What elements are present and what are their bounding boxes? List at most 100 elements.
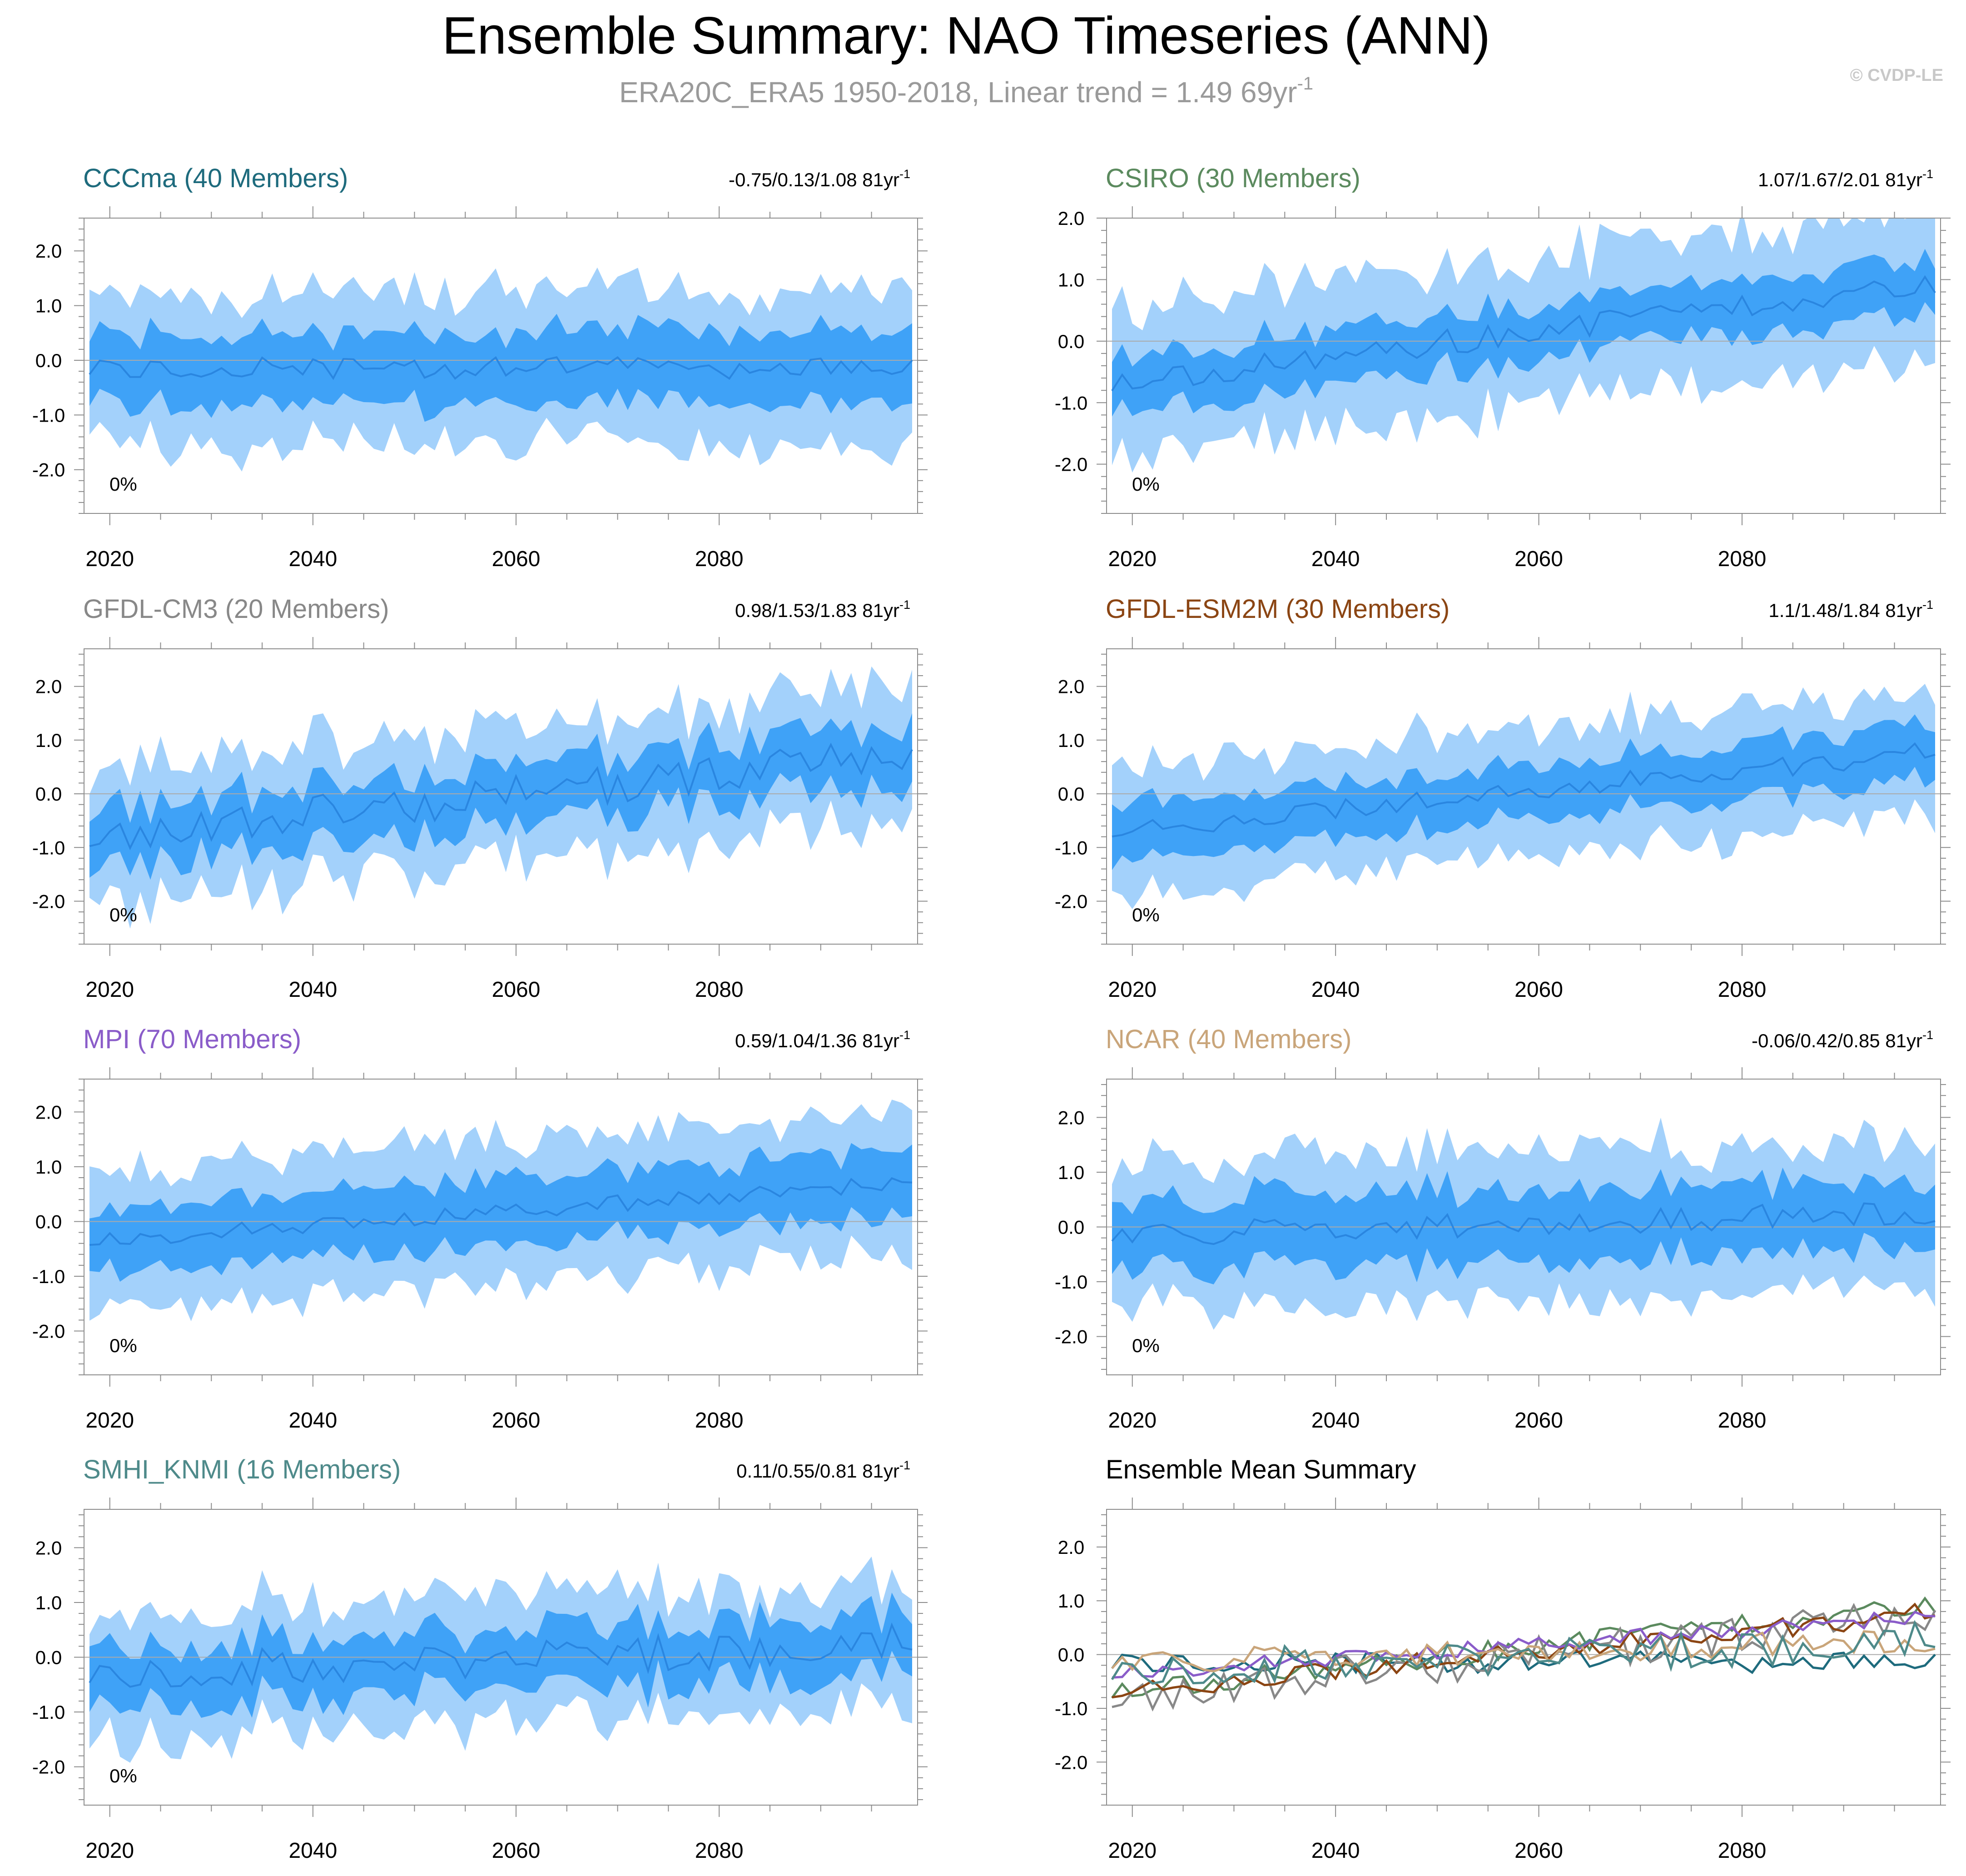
y-tick-label: 2.0 — [1058, 676, 1084, 697]
x-tick-label: 2080 — [695, 1839, 744, 1863]
panel-title: GFDL-ESM2M (30 Members) — [1106, 594, 1450, 624]
x-tick-label: 2080 — [1718, 1839, 1767, 1863]
inner-range-band — [1112, 714, 1935, 870]
ensemble-mean-line — [89, 1177, 913, 1246]
y-tick-label: 0.0 — [35, 783, 62, 805]
chart-panel: CSIRO (30 Members) 1.07/1.67/2.01 81yr-1 0… — [1055, 164, 1951, 571]
plot-area — [84, 666, 918, 929]
ensemble-mean-line — [1111, 275, 1936, 392]
percent-label: 0% — [109, 904, 137, 926]
x-tick-label: 2060 — [492, 978, 541, 1002]
y-tick-label: 0.0 — [1058, 783, 1084, 805]
y-tick-label: 0.0 — [35, 350, 62, 371]
x-tick-label: 2020 — [1108, 978, 1157, 1002]
percent-label: 0% — [109, 1765, 137, 1786]
y-tick-label: -2.0 — [32, 459, 65, 481]
x-tick-label: 2040 — [1311, 547, 1360, 571]
y-tick-label: 0.0 — [1058, 1644, 1084, 1666]
panel-title: CCCma (40 Members) — [83, 164, 348, 193]
x-tick-label: 2040 — [288, 1408, 337, 1433]
y-tick-label: 1.0 — [35, 1592, 62, 1613]
panel-stats: 0.59/1.04/1.36 81yr-1 — [735, 1028, 910, 1051]
panel-stats-value: 0.11/0.55/0.81 81yr — [736, 1460, 899, 1482]
y-tick-label: -2.0 — [32, 891, 65, 912]
x-tick-label: 2080 — [695, 978, 744, 1002]
x-tick-label: 2020 — [1108, 547, 1157, 571]
x-tick-label: 2080 — [1718, 978, 1767, 1002]
x-tick-label: 2020 — [85, 1839, 134, 1863]
percent-label: 0% — [1132, 904, 1160, 926]
panel-stats: 0.98/1.53/1.83 81yr-1 — [735, 598, 910, 621]
panel-stats-value: 1.1/1.48/1.84 81yr — [1768, 600, 1922, 621]
y-tick-label: -1.0 — [32, 837, 65, 858]
panel-stats: -0.06/0.42/0.85 81yr-1 — [1752, 1028, 1933, 1051]
y-tick-label: 1.0 — [1058, 1590, 1084, 1612]
panel-stats-value: 0.98/1.53/1.83 81yr — [735, 600, 899, 621]
x-tick-label: 2080 — [695, 1408, 744, 1433]
inner-range-band — [89, 1143, 912, 1282]
y-tick-label: -2.0 — [32, 1757, 65, 1778]
x-tick-label: 2020 — [1108, 1408, 1157, 1433]
ensemble-mean-line — [1111, 1202, 1936, 1245]
panel-title: Ensemble Mean Summary — [1106, 1455, 1416, 1484]
plot-area — [84, 267, 918, 472]
ensemble-mean-line — [89, 1622, 913, 1688]
subtitle-main: ERA20C_ERA5 1950-2018, Linear trend = 1.… — [619, 76, 1297, 109]
x-tick-label: 2040 — [288, 978, 337, 1002]
y-tick-label: -1.0 — [32, 404, 65, 426]
x-tick-label: 2040 — [1311, 978, 1360, 1002]
subtitle-superscript: -1 — [1297, 74, 1313, 94]
plot-frame — [1106, 1509, 1941, 1806]
panel-stats-superscript: -1 — [1922, 167, 1933, 181]
x-tick-label: 2060 — [1514, 978, 1563, 1002]
y-tick-label: 0.0 — [1058, 331, 1084, 352]
y-tick-label: 2.0 — [1058, 208, 1084, 229]
panel-title: GFDL-CM3 (20 Members) — [83, 594, 389, 624]
x-tick-label: 2060 — [492, 1839, 541, 1863]
panel-stats: 0.11/0.55/0.81 81yr-1 — [736, 1458, 910, 1482]
x-tick-label: 2060 — [1514, 1408, 1563, 1433]
y-tick-label: 2.0 — [35, 1101, 62, 1123]
y-tick-label: 1.0 — [35, 1156, 62, 1178]
panel-stats-superscript: -1 — [899, 1028, 910, 1042]
panel-stats-superscript: -1 — [899, 598, 910, 612]
panel-title: NCAR (40 Members) — [1106, 1025, 1351, 1054]
y-tick-label: 2.0 — [35, 676, 62, 697]
series-line-ncar — [1111, 1630, 1936, 1673]
y-tick-label: -2.0 — [1055, 891, 1087, 912]
plot-area — [1107, 1596, 1941, 1712]
percent-label: 0% — [1132, 1335, 1160, 1356]
plot-area — [1107, 684, 1941, 909]
ensemble-mean-line — [89, 742, 913, 851]
y-tick-label: -1.0 — [32, 1702, 65, 1723]
chart-panel: Ensemble Mean Summary -2.0 -1.0 0.0 1.0 2.0 20… — [1055, 1455, 1951, 1863]
y-tick-label: -2.0 — [1055, 1752, 1087, 1773]
percent-label: 0% — [109, 473, 137, 495]
panel-title: CSIRO (30 Members) — [1106, 164, 1360, 193]
chart-panel: SMHI_KNMI (16 Members) 0.11/0.55/0.81 81y… — [32, 1455, 928, 1863]
panel-stats-value: 0.59/1.04/1.36 81yr — [735, 1030, 899, 1051]
inner-range-band — [89, 1592, 912, 1718]
plot-area — [1107, 218, 1941, 473]
plot-frame — [84, 218, 918, 514]
y-tick-label: 2.0 — [35, 1537, 62, 1558]
y-tick-label: -1.0 — [1055, 837, 1087, 858]
panel-stats: 1.07/1.67/2.01 81yr-1 — [1758, 167, 1933, 190]
panel-stats: -0.75/0.13/1.08 81yr-1 — [729, 167, 910, 190]
chart-panel: MPI (70 Members) 0.59/1.04/1.36 81yr-1 0% -… — [32, 1025, 928, 1433]
panel-title: MPI (70 Members) — [83, 1025, 301, 1054]
ensemble-mean-line — [89, 356, 913, 380]
x-tick-label: 2040 — [288, 547, 337, 571]
chart-panel: GFDL-CM3 (20 Members) 0.98/1.53/1.83 81yr… — [32, 594, 928, 1002]
y-tick-label: -2.0 — [32, 1321, 65, 1342]
y-tick-label: -1.0 — [1055, 1698, 1087, 1719]
chart-panel: GFDL-ESM2M (30 Members) 1.1/1.48/1.84 81y… — [1055, 594, 1951, 1002]
chart-panel: NCAR (40 Members) -0.06/0.42/0.85 81yr-1 0… — [1055, 1025, 1951, 1433]
plot-frame — [84, 648, 918, 945]
chart-panel: CCCma (40 Members) -0.75/0.13/1.08 81yr-1… — [32, 164, 928, 571]
x-tick-label: 2020 — [85, 1408, 134, 1433]
figure-title: Ensemble Summary: NAO Timeseries (ANN) — [442, 6, 1490, 65]
y-tick-label: 0.0 — [1058, 1217, 1084, 1238]
y-tick-label: -1.0 — [1055, 392, 1087, 413]
